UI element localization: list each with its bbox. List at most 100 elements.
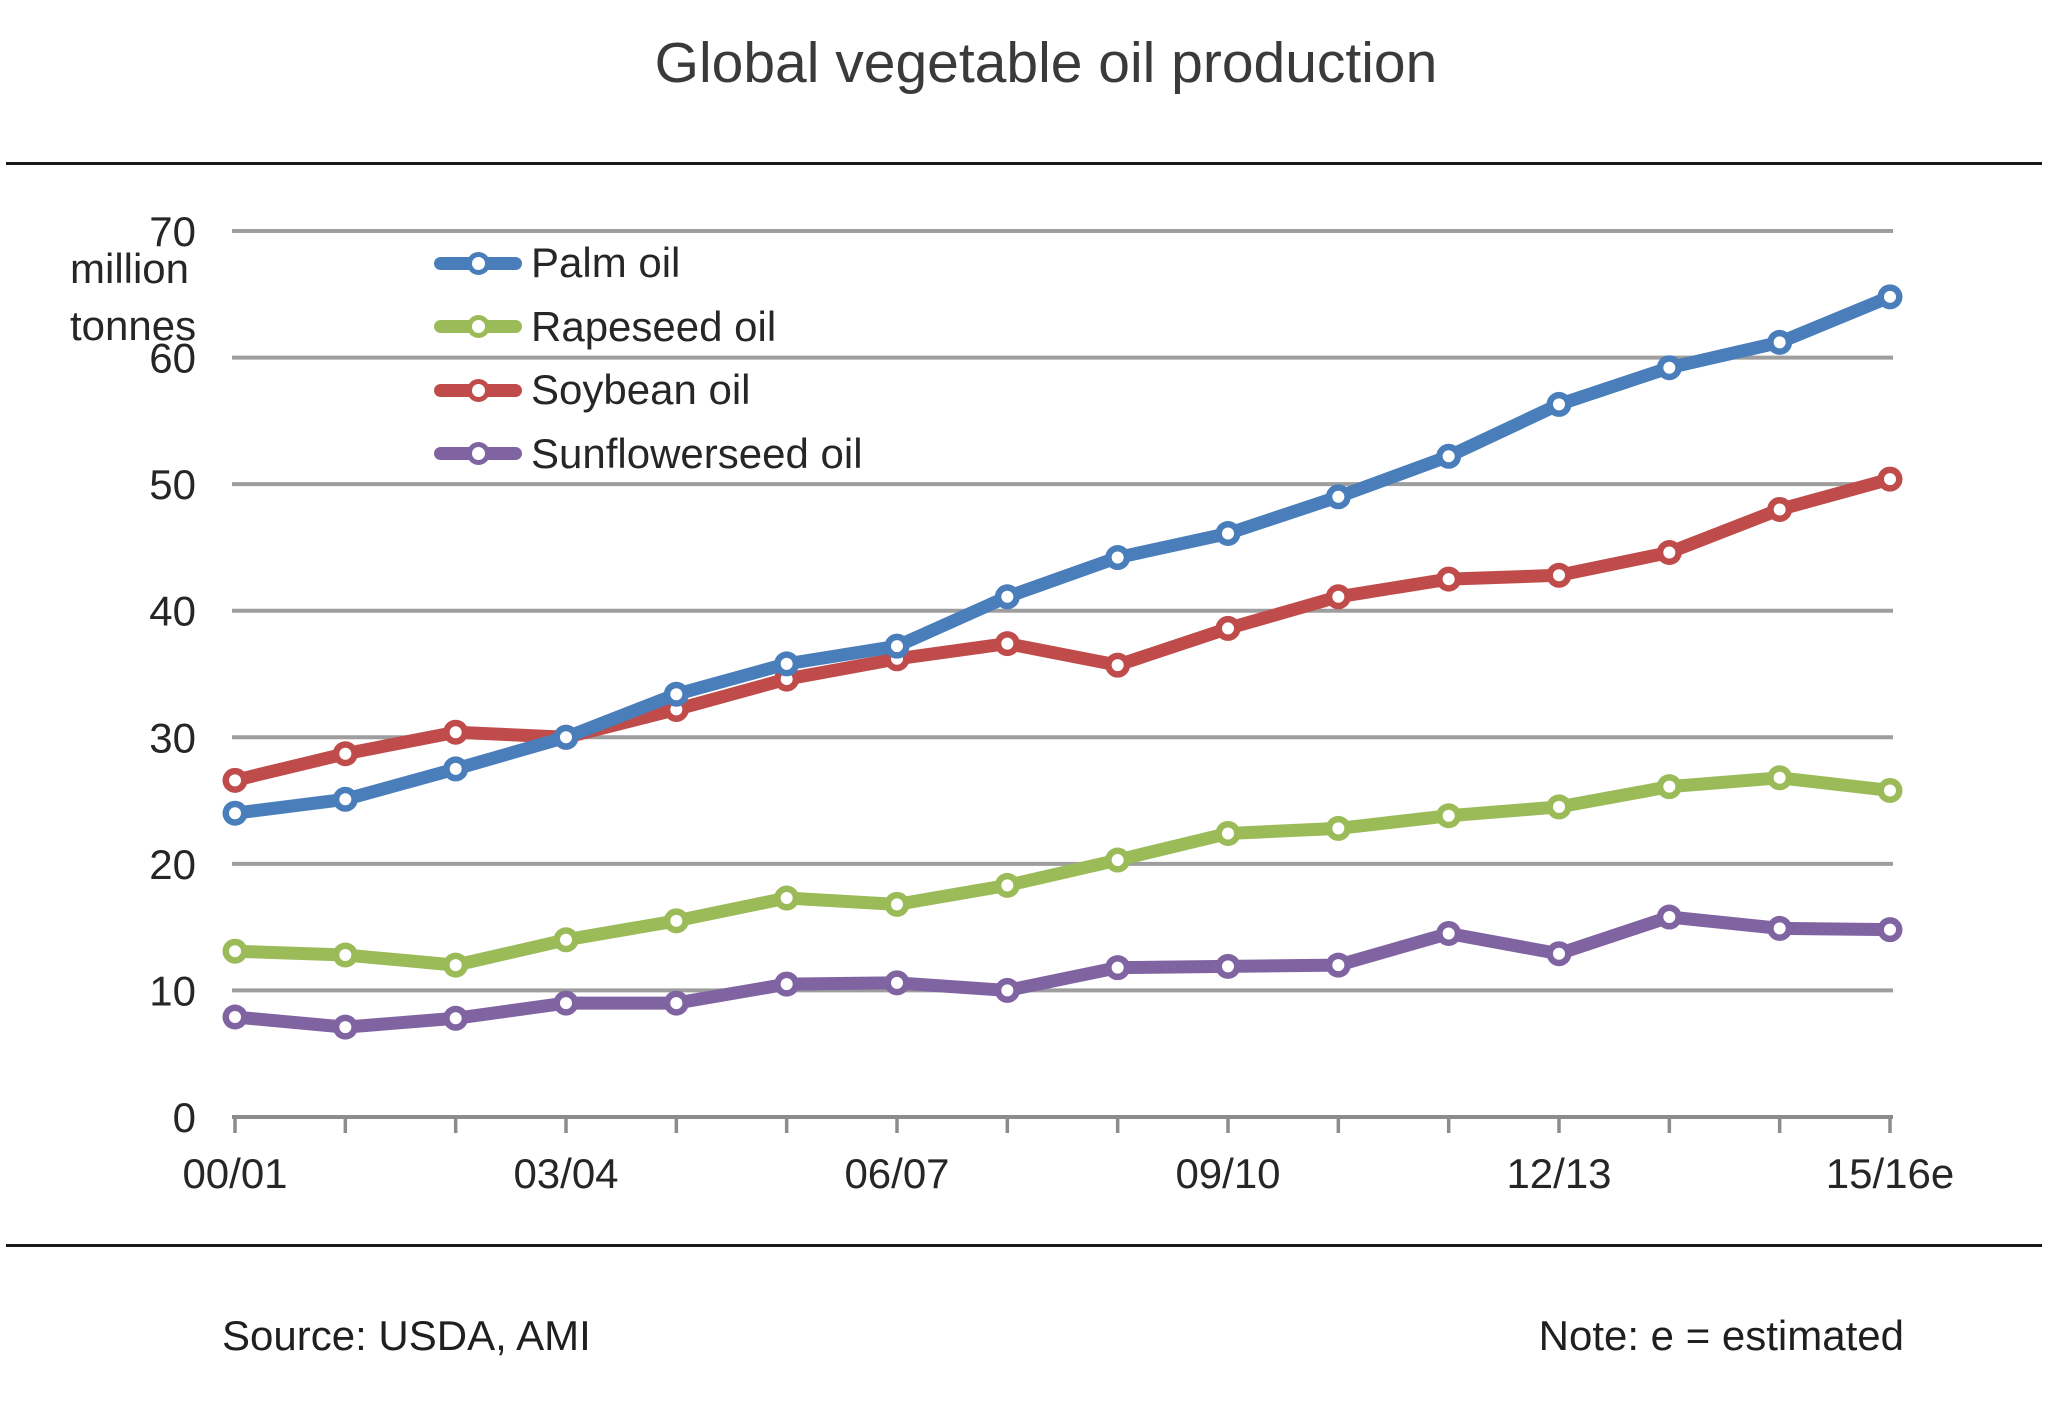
marker-dot-sunflowerseed-oil-00/01 (229, 1011, 241, 1024)
series-line-sunflowerseed-oil (228, 910, 1897, 1034)
series-line-palm-oil (228, 290, 1897, 820)
marker-dot-soybean-oil-10/11 (1332, 590, 1345, 603)
marker-dot-sunflowerseed-oil-10/11 (1332, 959, 1345, 972)
marker-dot-icon (471, 256, 485, 270)
marker-dot-palm-oil-09/10 (1222, 527, 1234, 540)
sunflowerseed-oil-line-swatch-icon (434, 447, 522, 460)
marker-dot-rapeseed-oil-10/11 (1332, 822, 1345, 835)
legend-item-soybean-oil: Soybean oil (434, 364, 863, 416)
marker-dot-soybean-oil-01/02 (339, 747, 352, 760)
x-tick-label-09/10: 09/10 (1175, 1150, 1280, 1197)
marker-dot-sunflowerseed-oil-02/03 (449, 1012, 462, 1025)
source-note: Source: USDA, AMI (222, 1312, 591, 1359)
marker-dot-soybean-oil-13/14 (1663, 546, 1676, 559)
series-line-soybean-oil (228, 472, 1897, 787)
marker-dot-sunflowerseed-oil-06/07 (891, 976, 903, 989)
marker-dot-soybean-oil-14/15 (1773, 503, 1786, 516)
rapeseed-oil-line-swatch-icon (434, 320, 522, 333)
marker-dot-rapeseed-oil-03/04 (560, 933, 572, 946)
marker-dot-palm-oil-12/13 (1553, 398, 1565, 411)
legend-item-sunflowerseed-oil: Sunflowerseed oil (434, 428, 863, 480)
y-tick-label-10: 10 (149, 967, 196, 1014)
x-tick-label-03/04: 03/04 (513, 1150, 618, 1197)
marker-dot-palm-oil-08/09 (1111, 551, 1124, 564)
x-tick-label-06/07: 06/07 (844, 1150, 949, 1197)
marker-dot-sunflowerseed-oil-14/15 (1773, 922, 1786, 935)
chart-legend: Palm oil Rapeseed oil Soybean oil Sunflo… (434, 237, 863, 491)
legend-label: Sunflowerseed oil (531, 429, 863, 477)
y-axis-unit-line-2: tonnes (70, 302, 197, 349)
marker-dot-soybean-oil-12/13 (1553, 569, 1565, 582)
marker-dot-palm-oil-06/07 (891, 640, 903, 653)
marker-dot-sunflowerseed-oil-01/02 (339, 1021, 352, 1034)
marker-dot-soybean-oil-02/03 (449, 726, 462, 739)
legend-item-palm-oil: Palm oil (434, 237, 863, 289)
marker-dot-rapeseed-oil-09/10 (1222, 827, 1234, 840)
top-divider-rule (6, 162, 2042, 165)
marker-dot-sunflowerseed-oil-09/10 (1222, 960, 1234, 973)
marker-dot-soybean-oil-05/06 (780, 673, 793, 686)
marker-dot-soybean-oil-08/09 (1111, 659, 1124, 672)
marker-dot-sunflowerseed-oil-15/16e (1884, 923, 1896, 936)
marker-dot-sunflowerseed-oil-05/06 (780, 978, 793, 991)
marker-dot-palm-oil-14/15 (1773, 336, 1786, 349)
marker-dot-palm-oil-00/01 (229, 807, 241, 820)
legend-item-rapeseed-oil: Rapeseed oil (434, 301, 863, 353)
y-tick-label-70: 70 (149, 208, 196, 255)
marker-dot-icon (471, 320, 485, 333)
marker-dot-soybean-oil-15/16e (1884, 473, 1896, 486)
marker-dot-rapeseed-oil-07/08 (1001, 879, 1014, 892)
marker-dot-rapeseed-oil-08/09 (1111, 854, 1124, 867)
marker-dot-palm-oil-01/02 (339, 793, 352, 806)
marker-dot-sunflowerseed-oil-07/08 (1001, 984, 1014, 997)
marker-dot-palm-oil-11/12 (1442, 450, 1455, 463)
marker-dot-soybean-oil-00/01 (229, 774, 241, 787)
legend-label: Soybean oil (531, 366, 751, 413)
y-tick-label-20: 20 (149, 841, 196, 888)
legend-label: Rapeseed oil (531, 302, 777, 350)
marker-dot-rapeseed-oil-15/16e (1884, 784, 1896, 797)
marker-dot-palm-oil-04/05 (670, 688, 683, 701)
marker-dot-palm-oil-15/16e (1884, 290, 1896, 303)
marker-dot-rapeseed-oil-02/03 (449, 959, 462, 972)
marker-dot-icon (471, 447, 485, 460)
marker-dot-rapeseed-oil-04/05 (670, 914, 683, 927)
y-tick-label-0: 0 (173, 1094, 196, 1141)
chart-title: Global vegetable oil production (654, 31, 1438, 95)
marker-dot-icon (471, 383, 485, 397)
estimate-note: Note: e = estimated (1538, 1312, 1904, 1359)
marker-dot-sunflowerseed-oil-13/14 (1663, 911, 1676, 924)
marker-dot-rapeseed-oil-05/06 (780, 892, 793, 905)
marker-dot-rapeseed-oil-14/15 (1773, 771, 1786, 784)
marker-dot-sunflowerseed-oil-04/05 (670, 997, 683, 1010)
bottom-divider-rule (6, 1244, 2042, 1247)
marker-dot-palm-oil-13/14 (1663, 361, 1676, 374)
marker-dot-sunflowerseed-oil-03/04 (560, 997, 572, 1010)
marker-dot-rapeseed-oil-11/12 (1442, 809, 1455, 822)
marker-dot-palm-oil-05/06 (780, 657, 793, 670)
marker-dot-soybean-oil-09/10 (1222, 622, 1234, 635)
marker-dot-rapeseed-oil-01/02 (339, 948, 352, 961)
x-tick-label-12/13: 12/13 (1506, 1150, 1611, 1197)
marker-dot-rapeseed-oil-13/14 (1663, 780, 1676, 793)
y-tick-label-60: 60 (149, 335, 196, 382)
x-tick-label-00/01: 00/01 (182, 1150, 287, 1197)
marker-dot-rapeseed-oil-06/07 (891, 898, 903, 911)
marker-dot-soybean-oil-11/12 (1442, 573, 1455, 586)
marker-dot-palm-oil-10/11 (1332, 490, 1345, 503)
marker-dot-soybean-oil-04/05 (670, 703, 683, 716)
y-axis-unit-line-1: million (70, 245, 190, 292)
marker-dot-rapeseed-oil-12/13 (1553, 800, 1565, 813)
legend-label: Palm oil (531, 239, 681, 286)
marker-dot-palm-oil-07/08 (1001, 590, 1014, 603)
marker-dot-rapeseed-oil-00/01 (229, 945, 241, 958)
palm-oil-line-swatch-icon (434, 256, 522, 270)
marker-dot-palm-oil-03/04 (560, 731, 572, 744)
x-tick-label-15/16e: 15/16e (1826, 1150, 1954, 1197)
marker-dot-sunflowerseed-oil-08/09 (1111, 961, 1124, 974)
marker-dot-sunflowerseed-oil-11/12 (1442, 927, 1455, 940)
soybean-oil-line-swatch-icon (434, 383, 522, 397)
y-tick-label-30: 30 (149, 714, 196, 761)
